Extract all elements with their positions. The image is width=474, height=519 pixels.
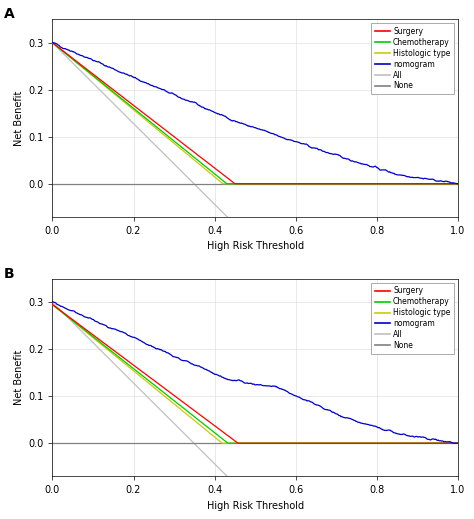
Y-axis label: Net Benefit: Net Benefit	[14, 90, 24, 146]
Legend: Surgery, Chemotherapy, Histologic type, nomogram, All, None: Surgery, Chemotherapy, Histologic type, …	[371, 282, 454, 354]
Legend: Surgery, Chemotherapy, Histologic type, nomogram, All, None: Surgery, Chemotherapy, Histologic type, …	[371, 23, 454, 94]
Text: B: B	[4, 267, 14, 281]
X-axis label: High Risk Threshold: High Risk Threshold	[207, 241, 304, 251]
Text: A: A	[4, 7, 15, 21]
X-axis label: High Risk Threshold: High Risk Threshold	[207, 501, 304, 511]
Y-axis label: Net Benefit: Net Benefit	[14, 350, 24, 405]
